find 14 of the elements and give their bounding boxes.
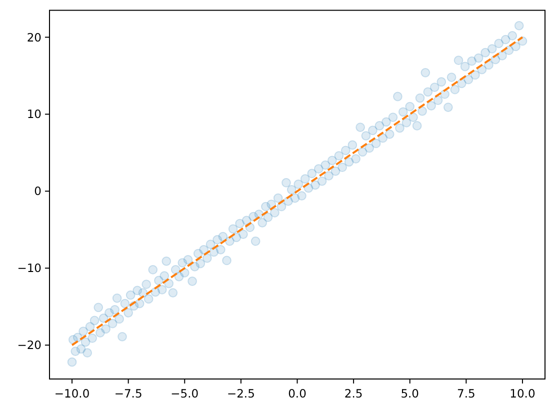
y-tick-label: 10 — [26, 107, 42, 122]
x-tick-label: −10.0 — [54, 386, 90, 400]
y-tick-label: −10 — [17, 261, 42, 276]
x-tick-label: 2.5 — [344, 386, 363, 400]
y-tick-label: 20 — [26, 30, 42, 44]
x-tick-label: 5.0 — [400, 386, 420, 400]
x-tick-label: 0.0 — [288, 386, 306, 400]
x-tick-label: −5.0 — [170, 386, 199, 400]
x-tick-label: 7.5 — [457, 386, 476, 400]
y-tick-label: 0 — [34, 184, 42, 198]
x-tick-label: −2.5 — [226, 386, 255, 400]
x-tick-label: −7.5 — [114, 386, 142, 400]
y-tick-label: −20 — [17, 338, 42, 352]
x-tick-label: 10.0 — [510, 386, 536, 400]
